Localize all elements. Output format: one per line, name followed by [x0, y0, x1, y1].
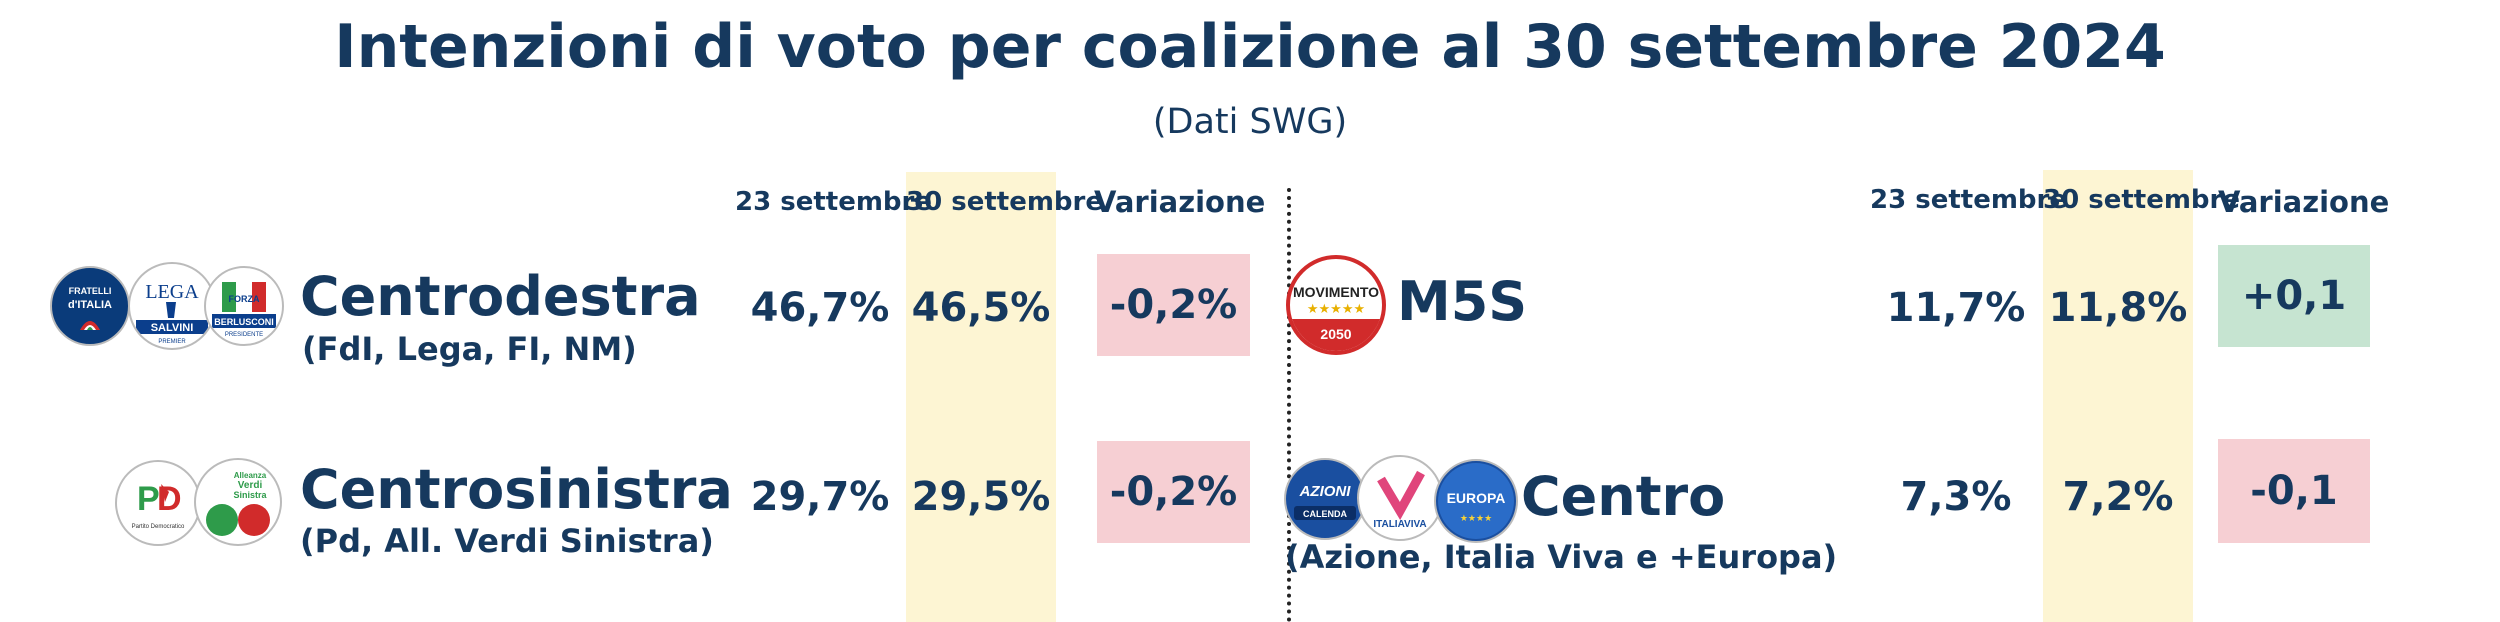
svg-text:PREMIER: PREMIER: [158, 339, 186, 345]
svg-text:Sinistra: Sinistra: [233, 490, 267, 500]
chart-title: Intenzioni di voto per coalizione al 30 …: [334, 12, 2166, 82]
value-curr-centro: 7,2%: [2062, 474, 2174, 520]
row-name-centro: Centro: [1521, 465, 1726, 528]
svg-text:★★★★★: ★★★★★: [1307, 302, 1365, 317]
row-members-centro: (Azione, Italia Viva e +Europa): [1285, 538, 1838, 576]
svg-text:Alleanza: Alleanza: [234, 471, 267, 480]
svg-text:d'ITALIA: d'ITALIA: [68, 299, 112, 311]
value-curr-m5s: 11,8%: [2048, 285, 2188, 331]
svg-text:BERLUSCONI: BERLUSCONI: [214, 317, 274, 327]
change-box-centrosinistra: -0,2%: [1097, 441, 1250, 543]
change-box-m5s: +0,1: [2218, 245, 2370, 347]
highlight-column-left: [906, 172, 1056, 622]
svg-text:LEGA: LEGA: [145, 281, 199, 303]
svg-text:AZIONI: AZIONI: [1299, 483, 1352, 500]
svg-text:MOVIMENTO: MOVIMENTO: [1293, 284, 1379, 300]
svg-text:Partito Democratico: Partito Democratico: [132, 524, 185, 530]
fi-logo-icon: FORZA BERLUSCONI PRESIDENTE: [204, 266, 284, 346]
svg-text:EUROPA: EUROPA: [1447, 490, 1506, 506]
svg-text:FORZA: FORZA: [229, 294, 260, 304]
dotted-divider: [1287, 188, 1291, 622]
value-prev-centro: 7,3%: [1900, 474, 2012, 520]
header-change-left: Variazione: [1094, 185, 1266, 219]
avs-logo-icon: Alleanza Verdi Sinistra: [194, 458, 282, 546]
value-prev-centrosinistra: 29,7%: [750, 474, 890, 520]
change-value-centrosinistra: -0,2%: [1109, 469, 1238, 515]
value-curr-centrodestra: 46,5%: [911, 285, 1051, 331]
svg-text:2050: 2050: [1320, 326, 1351, 342]
header-prev-left: 23 settembre: [735, 187, 932, 217]
row-name-centrosinistra: Centrosinistra: [300, 458, 733, 521]
svg-text:PRESIDENTE: PRESIDENTE: [225, 332, 263, 338]
svg-text:P: P: [137, 480, 160, 518]
svg-text:Verdi: Verdi: [238, 480, 263, 491]
svg-text:CALENDA: CALENDA: [1303, 509, 1347, 519]
m5s-logo-icon: MOVIMENTO ★★★★★ 2050: [1286, 255, 1386, 355]
change-value-centrodestra: -0,2%: [1109, 282, 1238, 328]
row-members-centrosinistra: (Pd, All. Verdi Sinistra): [300, 522, 714, 560]
chart-subtitle: (Dati SWG): [1152, 102, 1348, 142]
change-value-m5s: +0,1: [2241, 273, 2347, 319]
svg-text:ITALIAVIVA: ITALIAVIVA: [1373, 519, 1426, 530]
svg-text:FRATELLI: FRATELLI: [69, 286, 112, 296]
highlight-column-right: [2043, 170, 2193, 622]
row-name-centrodestra: Centrodestra: [300, 265, 701, 328]
change-value-centro: -0,1: [2250, 468, 2338, 514]
header-curr-right: 30 settembre: [2043, 185, 2240, 215]
lega-logo-icon: LEGA SALVINI PREMIER: [128, 262, 216, 350]
row-name-m5s: M5S: [1397, 270, 1528, 333]
pd-logo-icon: P D Partito Democratico: [115, 460, 201, 546]
value-prev-centrodestra: 46,7%: [750, 285, 890, 331]
header-change-right: Variazione: [2218, 185, 2390, 219]
azione-logo-icon: AZIONI CALENDA: [1284, 458, 1366, 540]
header-prev-right: 23 settembre: [1870, 185, 2067, 215]
value-prev-m5s: 11,7%: [1886, 285, 2026, 331]
change-box-centro: -0,1: [2218, 439, 2370, 543]
italia-viva-logo-icon: ITALIAVIVA: [1357, 455, 1443, 541]
value-curr-centrosinistra: 29,5%: [911, 474, 1051, 520]
svg-text:★★★★: ★★★★: [1460, 514, 1492, 524]
row-members-centrodestra: (FdI, Lega, FI, NM): [302, 330, 637, 368]
fdi-logo-icon: FRATELLI d'ITALIA: [50, 266, 130, 346]
header-curr-left: 30 settembre: [906, 187, 1103, 217]
svg-text:D: D: [157, 480, 182, 518]
change-box-centrodestra: -0,2%: [1097, 254, 1250, 356]
svg-text:SALVINI: SALVINI: [151, 322, 194, 334]
piu-europa-logo-icon: EUROPA ★★★★: [1434, 459, 1518, 543]
